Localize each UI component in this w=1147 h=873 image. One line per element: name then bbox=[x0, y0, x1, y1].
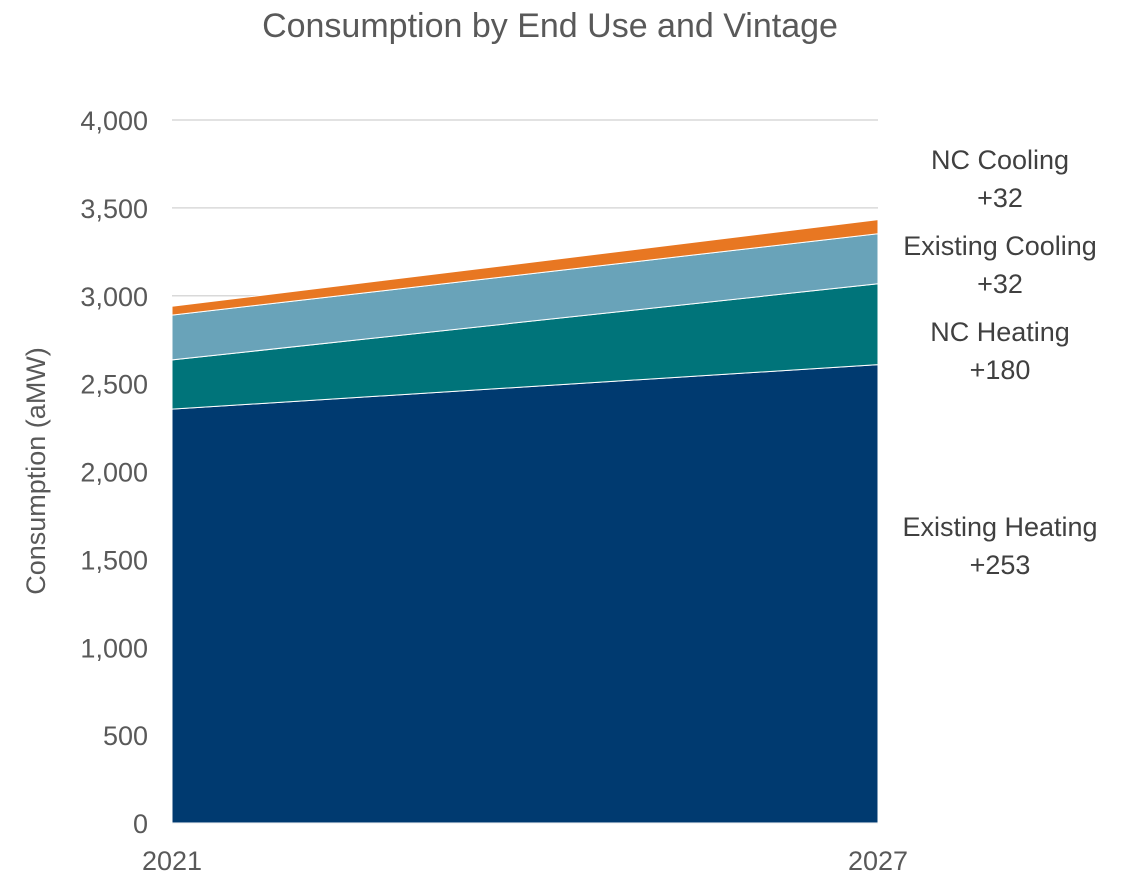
y-tick-labels: 0 500 1,000 1,500 2,000 2,500 3,000 3,500 4,000 bbox=[80, 106, 148, 839]
series-change-existing-heating: +253 bbox=[970, 550, 1031, 580]
series-labels: Existing Heating +253 NC Heating +180 Existi… bbox=[902, 145, 1097, 580]
chart-title: Consumption by End Use and Vintage bbox=[262, 7, 838, 45]
area-nc-cooling bbox=[171, 219, 879, 316]
y-tick-label: 0 bbox=[133, 809, 148, 839]
series-change-existing-cooling: +32 bbox=[977, 269, 1023, 299]
y-tick-label: 500 bbox=[103, 721, 148, 751]
area-existing-heating bbox=[171, 364, 879, 824]
series-label-nc-heating: NC Heating bbox=[930, 317, 1070, 347]
series-label-existing-heating: Existing Heating bbox=[902, 512, 1097, 542]
y-axis-label: Consumption (aMW) bbox=[21, 347, 51, 595]
y-tick-label: 3,500 bbox=[80, 194, 148, 224]
y-tick-label: 1,500 bbox=[80, 545, 148, 575]
series-change-nc-heating: +180 bbox=[970, 355, 1031, 385]
series-change-nc-cooling: +32 bbox=[977, 183, 1023, 213]
series-label-nc-cooling: NC Cooling bbox=[931, 145, 1069, 175]
y-tick-label: 4,000 bbox=[80, 106, 148, 136]
area-series-layer bbox=[171, 219, 879, 824]
x-tick-label: 2021 bbox=[142, 846, 202, 873]
x-tick-label: 2027 bbox=[848, 846, 908, 873]
series-label-existing-cooling: Existing Cooling bbox=[903, 231, 1097, 261]
y-tick-label: 2,500 bbox=[80, 370, 148, 400]
y-tick-label: 1,000 bbox=[80, 633, 148, 663]
x-tick-labels: 2021 2027 bbox=[142, 846, 908, 873]
y-tick-label: 3,000 bbox=[80, 282, 148, 312]
y-tick-label: 2,000 bbox=[80, 458, 148, 488]
